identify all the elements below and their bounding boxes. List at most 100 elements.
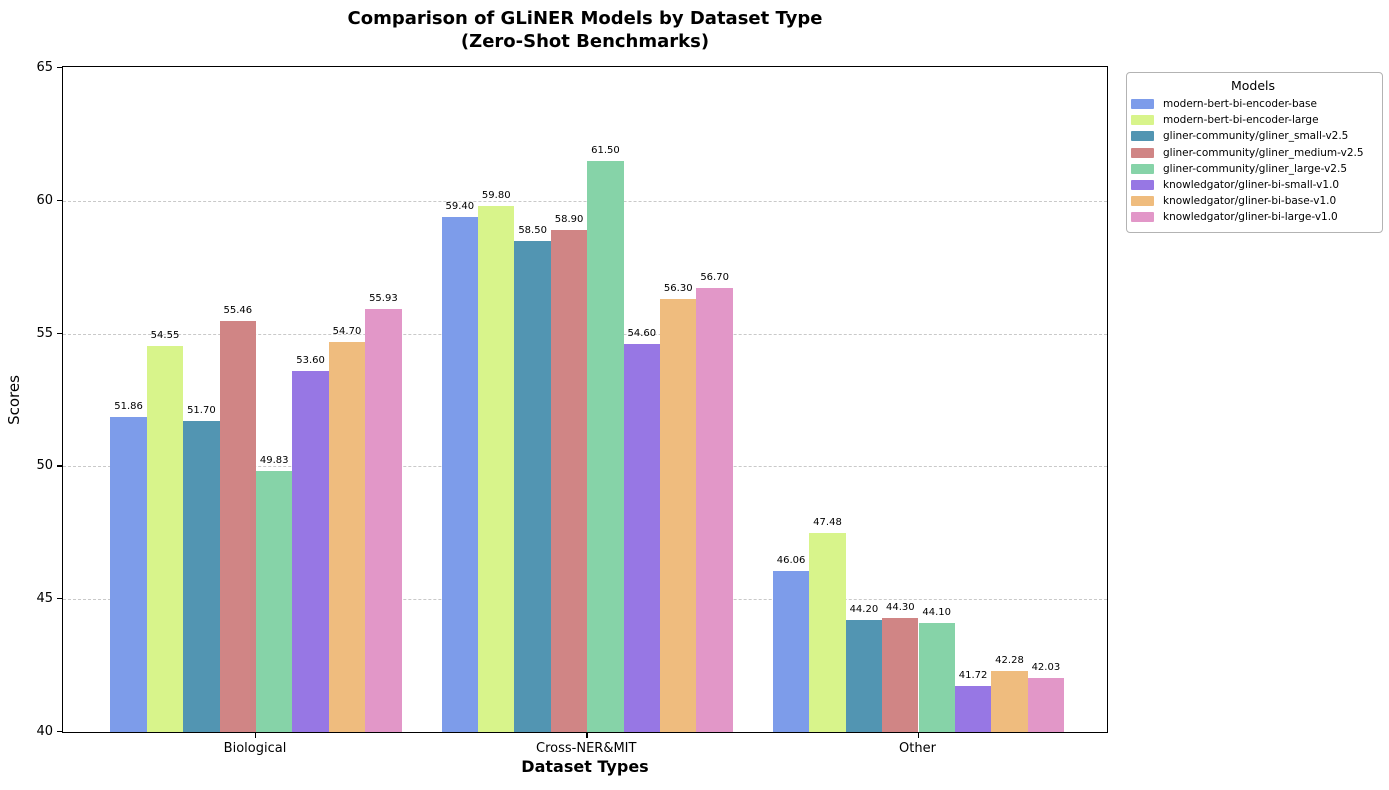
legend-swatch [1131, 99, 1154, 110]
y-tick-label: 65 [36, 60, 53, 75]
x-tick-label: Cross-NER&MIT [536, 741, 637, 756]
y-tick-mark [57, 199, 62, 202]
legend-entry: gliner-community/gliner_large-v2.5 [1131, 161, 1375, 177]
legend: Models modern-bert-bi-encoder-base modern… [1126, 72, 1383, 233]
bar [954, 686, 992, 732]
bar-value-label: 42.03 [1031, 662, 1061, 674]
chart-title-line1: Comparison of GLiNER Models by Dataset T… [347, 8, 823, 29]
bar-value-label: 44.30 [885, 601, 915, 613]
bar [696, 288, 733, 732]
bar-value-label: 51.70 [187, 405, 216, 417]
x-tick-label: Biological [223, 741, 287, 756]
bar [441, 216, 479, 732]
x-tick-label: Other [899, 741, 936, 756]
chart-title: Comparison of GLiNER Models by Dataset T… [62, 7, 1108, 53]
bar-value-label: 54.70 [332, 325, 362, 337]
bar-value-label: 61.50 [591, 144, 620, 156]
bar-value-label: 59.80 [481, 190, 511, 202]
bar [809, 533, 846, 732]
bar-value-label: 46.06 [776, 555, 806, 567]
bar-value-label: 47.48 [813, 517, 842, 529]
legend-entry: knowledgator/gliner-bi-large-v1.0 [1131, 209, 1375, 225]
x-tick-mark [586, 733, 588, 738]
legend-swatch [1131, 147, 1154, 158]
bar [991, 671, 1028, 732]
bar [365, 308, 402, 732]
legend-entry-label: gliner-community/gliner_large-v2.5 [1163, 162, 1348, 175]
legend-entry-label: gliner-community/gliner_small-v2.5 [1163, 130, 1349, 143]
legend-entry-label: knowledgator/gliner-bi-base-v1.0 [1163, 195, 1337, 208]
legend-entry: gliner-community/gliner_small-v2.5 [1131, 128, 1375, 144]
legend-swatch [1131, 115, 1154, 126]
y-tick-mark [57, 332, 62, 334]
y-tick-label: 45 [36, 591, 53, 607]
bar [587, 160, 624, 732]
bar-value-label: 53.60 [296, 354, 325, 366]
bar-value-label: 59.40 [445, 200, 475, 212]
legend-entry: knowledgator/gliner-bi-base-v1.0 [1131, 193, 1375, 209]
legend-swatch [1131, 212, 1154, 223]
y-tick-label: 50 [36, 458, 53, 474]
y-axis-label: Scores [5, 375, 23, 425]
x-tick-mark [917, 733, 919, 738]
bar-value-label: 55.46 [223, 305, 253, 317]
bar [110, 417, 147, 732]
chart-title-line2: (Zero-Shot Benchmarks) [460, 31, 710, 52]
x-axis-label: Dataset Types [521, 757, 649, 776]
y-tick-label: 55 [36, 325, 53, 341]
bar [292, 370, 329, 732]
bar [328, 341, 366, 732]
legend-entry-label: knowledgator/gliner-bi-small-v1.0 [1163, 179, 1340, 192]
bar [882, 617, 919, 732]
legend-entry-label: gliner-community/gliner_medium-v2.5 [1163, 146, 1364, 159]
legend-entry: gliner-community/gliner_medium-v2.5 [1131, 145, 1375, 161]
legend-entries: modern-bert-bi-encoder-base modern-bert-b… [1131, 96, 1375, 226]
gridline [63, 200, 1107, 202]
plot-area: 51.86 54.55 51.70 55.46 49.83 53.60 54.70 55.93… [62, 66, 1108, 733]
y-tick-label: 60 [36, 192, 53, 208]
legend-entry: knowledgator/gliner-bi-small-v1.0 [1131, 177, 1375, 193]
bar [623, 344, 661, 732]
bar [772, 571, 810, 732]
y-tick-mark [57, 731, 62, 733]
legend-entry-label: knowledgator/gliner-bi-large-v1.0 [1163, 211, 1338, 224]
bar-value-label: 51.86 [114, 401, 143, 412]
bar [514, 240, 551, 732]
legend-swatch [1131, 131, 1154, 142]
bar [219, 321, 256, 732]
legend-title: Models [1230, 78, 1276, 93]
bar-value-label: 58.90 [554, 214, 584, 226]
bar-value-label: 44.20 [849, 604, 879, 616]
bar-value-label: 44.10 [922, 607, 951, 619]
bar [1027, 678, 1065, 732]
bar-value-label: 56.70 [700, 272, 729, 284]
y-tick-mark [57, 598, 62, 600]
legend-entry-label: modern-bert-bi-encoder-large [1163, 114, 1319, 127]
bar [478, 206, 515, 732]
bar-value-label: 42.28 [995, 655, 1024, 667]
bar-value-label: 54.55 [150, 329, 180, 341]
bar [146, 345, 184, 732]
legend-swatch [1131, 163, 1154, 174]
x-tick-mark [255, 733, 257, 738]
y-tick-mark [57, 465, 62, 467]
bar-value-label: 41.72 [958, 670, 988, 682]
legend-entry: modern-bert-bi-encoder-base [1131, 96, 1375, 112]
legend-entry-label: modern-bert-bi-encoder-base [1163, 98, 1317, 111]
bar-value-label: 54.60 [627, 328, 657, 340]
bar [660, 299, 697, 732]
bar [918, 623, 955, 732]
legend-swatch [1131, 180, 1154, 191]
y-tick-label: 40 [36, 724, 53, 739]
bar [183, 421, 220, 732]
bar [550, 230, 588, 732]
bar-value-label: 58.50 [518, 224, 547, 236]
legend-entry: modern-bert-bi-encoder-large [1131, 112, 1375, 128]
bar-value-label: 49.83 [259, 454, 289, 466]
bar-value-label: 55.93 [369, 292, 398, 304]
bar-value-label: 56.30 [663, 283, 693, 295]
bar [256, 470, 293, 732]
y-tick-mark [57, 67, 62, 69]
bar [845, 620, 883, 732]
